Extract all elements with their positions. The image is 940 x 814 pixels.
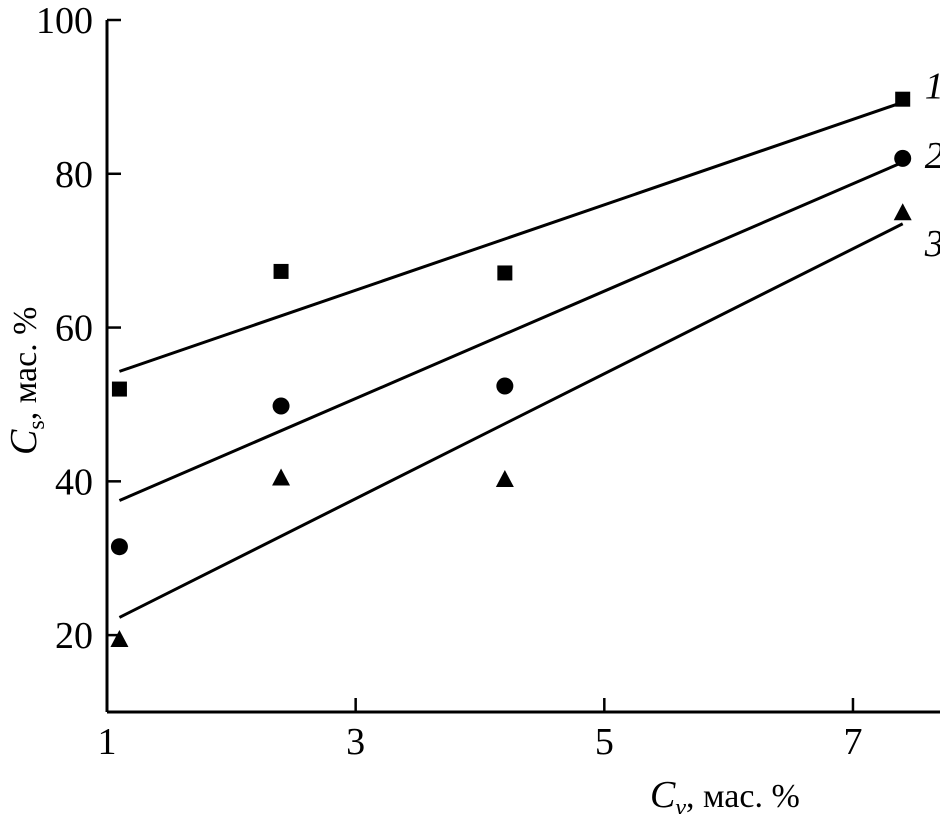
x-tick-label: 5 xyxy=(595,721,614,763)
fit-lines xyxy=(118,100,904,619)
triangle-marker xyxy=(893,203,912,221)
fit-line-series-2 xyxy=(118,160,904,502)
square-marker xyxy=(111,381,127,397)
circle-marker xyxy=(496,377,514,395)
x-axis-label: Cv, мас. % xyxy=(650,774,800,814)
series-label-1: 1 xyxy=(925,65,940,107)
x-tick-label: 7 xyxy=(843,721,862,763)
circle-marker xyxy=(894,149,912,167)
x-tick-label: 1 xyxy=(98,721,117,763)
y-axis-label: Cs, мас. % xyxy=(3,307,50,456)
y-tick-label: 40 xyxy=(55,461,93,503)
y-tick-label: 60 xyxy=(55,308,93,350)
data-markers xyxy=(110,91,912,647)
labels: 1 2 3 xyxy=(924,65,940,264)
x-tick-label: 3 xyxy=(346,721,365,763)
series-label-3: 3 xyxy=(924,223,940,265)
square-marker xyxy=(497,265,513,281)
series-label-2: 2 xyxy=(925,135,940,177)
y-tick-label: 20 xyxy=(55,615,93,657)
fit-line-series-1 xyxy=(118,100,904,373)
y-tick-label: 80 xyxy=(55,154,93,196)
triangle-marker xyxy=(272,468,291,486)
circle-marker xyxy=(110,538,128,556)
circle-marker xyxy=(272,397,290,415)
square-marker xyxy=(273,263,289,279)
fit-line-series-3 xyxy=(118,222,904,619)
triangle-marker xyxy=(110,629,129,647)
square-marker xyxy=(895,91,911,107)
y-tick-label: 100 xyxy=(36,0,93,42)
triangle-marker xyxy=(495,470,514,488)
axes: 20 40 60 80 100 1 3 5 7 xyxy=(36,0,940,763)
